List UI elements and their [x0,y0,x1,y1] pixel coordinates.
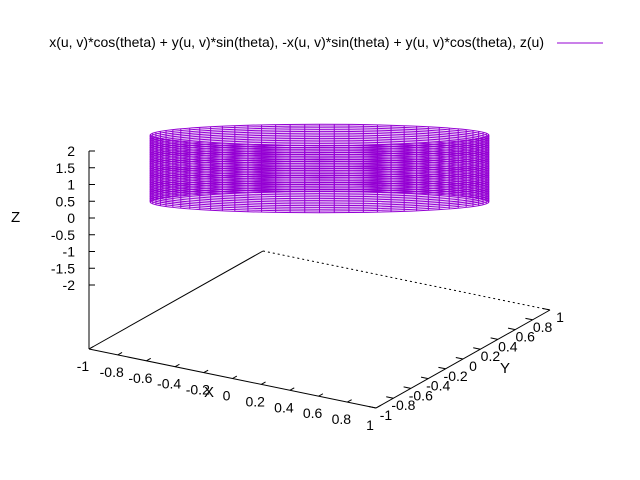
legend-label: x(u, v)*cos(theta) + y(u, v)*sin(theta),… [49,34,544,50]
x-tick-label: -0.6 [128,370,152,386]
axes-frame [88,150,551,409]
x-tick-label: 1 [366,417,374,433]
y-tick-mark [507,327,516,331]
x-tick-mark [260,381,266,385]
y-tick-mark [368,406,377,409]
z-tick-label: -2 [63,277,76,293]
y-tick-mark [525,317,533,321]
x-tick-mark [88,346,94,350]
z-tick-label: 0 [67,210,75,226]
y-tick-label: 0.4 [498,338,518,354]
x-tick-mark [203,369,209,374]
x-tick-mark [146,357,151,362]
x-tick-label: -1 [77,358,90,374]
x-tick-label: -0.2 [186,382,210,398]
y-tick-mark [542,308,551,311]
y-tick-label: -0.2 [444,368,468,384]
cylinder-surface [149,123,490,214]
y-tick-mark [438,366,446,370]
y-tick-label: 0.2 [481,348,501,364]
x-tick-label: 0.8 [332,411,352,427]
z-tick-label: -0.5 [51,227,75,243]
z-tick-label: -1 [63,244,76,260]
x-tick-label: 0.4 [274,399,294,415]
x-tick-mark [375,405,381,409]
y-tick-label: -0.8 [391,397,415,413]
x-tick-mark [347,399,352,403]
y-tick-mark [490,337,498,340]
y-tick-mark [386,396,394,399]
x-tick-mark [232,375,238,379]
y-axis-label: Y [500,360,510,377]
x-tick-label: -0.4 [157,376,181,392]
y-tick-mark [455,357,464,360]
y-tick-mark [473,347,481,350]
z-axis-label: Z [11,209,20,226]
y-tick-label: 0 [469,358,477,374]
y-tick-label: 0.6 [515,329,535,345]
x-axis-label: X [204,384,214,401]
y-tick-label: 0.8 [533,319,553,335]
x-tick-label: -0.8 [100,364,124,380]
y-tick-label: -1 [380,407,393,423]
base-edge-back-left [88,250,264,350]
tick-labels: -1 -0.8 -0.6 -0.4 -0.2 0 0.2 0.4 0.6 0.8 1-1-0.8-0… [51,143,564,433]
y-tick-mark [403,386,411,389]
y-tick-label: -0.6 [409,387,433,403]
base-edge-back [262,250,551,311]
x-tick-label: 0.6 [303,405,323,421]
z-tick-label: -1.5 [51,260,75,276]
z-tick-label: 1 [67,177,75,193]
x-tick-label: 0 [223,388,231,404]
x-tick-mark [174,363,180,368]
y-tick-label: 1 [556,309,564,325]
z-tick-label: 1.5 [56,160,76,176]
x-tick-label: 0.2 [245,393,265,409]
x-tick-mark [117,352,123,356]
z-tick-label: 0.5 [56,193,76,209]
x-tick-mark [289,387,295,391]
x-tick-mark [318,393,324,397]
y-tick-label: -0.4 [426,378,450,394]
z-tick-label: 2 [67,143,75,159]
y-tick-mark [420,376,429,380]
